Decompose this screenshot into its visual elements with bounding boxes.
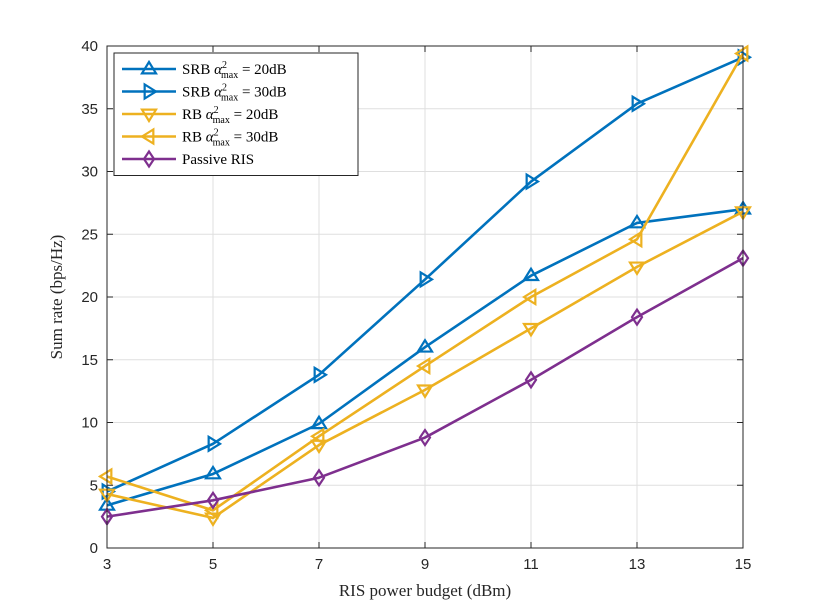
legend-item: SRB α2 max = 20dB — [122, 59, 287, 81]
series-line — [106, 207, 744, 507]
y-tick-label: 40 — [81, 38, 98, 55]
y-axis-label: Sum rate (bps/Hz) — [47, 235, 66, 360]
series-3 — [97, 44, 749, 520]
data-point — [524, 370, 538, 390]
data-point — [207, 434, 223, 453]
x-tick-label: 5 — [209, 556, 217, 573]
data-point — [312, 468, 326, 488]
legend-marker — [140, 108, 158, 124]
data-point — [415, 357, 431, 375]
data-point — [416, 384, 434, 399]
data-point — [631, 94, 647, 113]
legend-label: RB α2 max = 20dB — [182, 105, 278, 126]
legend-marker — [139, 127, 155, 146]
data-point — [628, 261, 646, 276]
data-point — [627, 230, 643, 249]
y-tick-label: 10 — [81, 415, 98, 432]
data-point — [309, 427, 325, 446]
series-line — [106, 256, 744, 518]
series-layer — [97, 44, 753, 527]
series-4 — [100, 248, 750, 527]
legend-item: RB α2 max = 30dB — [122, 128, 278, 149]
data-point — [733, 44, 749, 63]
legend-label: Passive RIS — [182, 152, 254, 168]
x-tick-label: 9 — [421, 556, 429, 573]
legend-marker — [140, 59, 158, 75]
legend-label: SRB α2 max = 30dB — [182, 83, 287, 104]
y-tick-label: 35 — [81, 101, 98, 118]
data-point — [313, 365, 329, 384]
data-point — [525, 172, 541, 191]
legend-item: RB α2 max = 20dB — [122, 105, 278, 126]
data-point — [204, 464, 222, 480]
y-tick-label: 30 — [81, 164, 98, 181]
series-line — [106, 56, 744, 493]
data-point — [628, 213, 646, 229]
data-point — [737, 48, 753, 67]
x-tick-label: 13 — [629, 556, 646, 573]
data-point — [416, 338, 434, 353]
legend-item: SRB α2 max = 30dB — [122, 83, 287, 104]
data-point — [521, 288, 537, 306]
data-point — [418, 428, 432, 448]
y-tick-label: 25 — [81, 226, 98, 243]
data-point — [419, 270, 435, 289]
legend-item: Passive RIS — [122, 149, 254, 169]
x-tick-label: 3 — [103, 556, 111, 573]
y-tick-label: 15 — [81, 352, 98, 369]
legend-marker — [143, 82, 159, 101]
y-tick-label: 5 — [90, 477, 98, 494]
x-tick-label: 15 — [735, 556, 752, 573]
data-point — [522, 322, 540, 338]
data-point — [630, 307, 644, 327]
data-point — [310, 414, 328, 430]
legend-label: SRB α2 max = 20dB — [182, 60, 287, 81]
series-line — [106, 52, 745, 512]
x-axis-label: RIS power budget (dBm) — [339, 581, 511, 600]
data-point — [522, 266, 540, 282]
x-tick-label: 11 — [523, 556, 539, 573]
data-point — [206, 490, 220, 510]
legend-marker — [142, 149, 156, 169]
y-tick-label: 0 — [90, 540, 98, 557]
legend-label: RB α2 max = 30dB — [182, 128, 278, 149]
data-point — [97, 467, 113, 486]
series-line — [106, 210, 744, 520]
x-tick-label: 7 — [315, 556, 323, 573]
y-tick-label: 20 — [81, 289, 98, 306]
